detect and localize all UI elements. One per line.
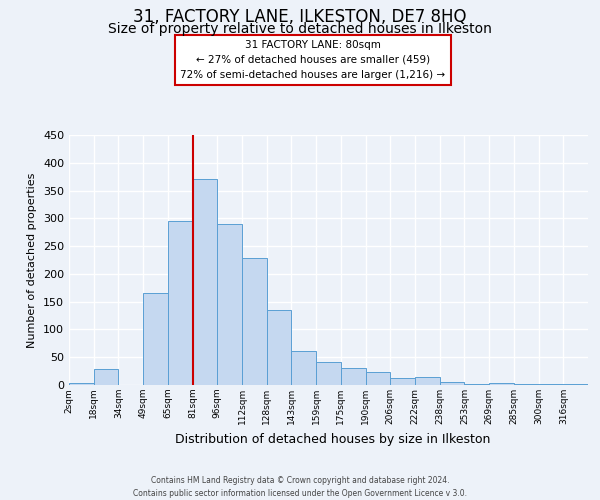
Bar (390, 378, 415, 385)
Bar (242, 258, 267, 385)
Bar (440, 382, 464, 385)
Bar (316, 362, 341, 385)
Text: Size of property relative to detached houses in Ilkeston: Size of property relative to detached ho… (108, 22, 492, 36)
Bar (217, 224, 242, 385)
Text: Distribution of detached houses by size in Ilkeston: Distribution of detached houses by size … (175, 432, 491, 446)
Bar (267, 310, 292, 385)
Bar (489, 384, 514, 385)
Bar (292, 351, 316, 385)
Bar (464, 384, 489, 385)
Bar (563, 384, 588, 385)
Text: Contains HM Land Registry data © Crown copyright and database right 2024.
Contai: Contains HM Land Registry data © Crown c… (133, 476, 467, 498)
Bar (193, 180, 217, 385)
Text: 31 FACTORY LANE: 80sqm
← 27% of detached houses are smaller (459)
72% of semi-de: 31 FACTORY LANE: 80sqm ← 27% of detached… (181, 40, 445, 80)
Bar (514, 384, 539, 385)
Bar (539, 384, 563, 385)
Y-axis label: Number of detached properties: Number of detached properties (28, 172, 37, 348)
Text: 31, FACTORY LANE, ILKESTON, DE7 8HQ: 31, FACTORY LANE, ILKESTON, DE7 8HQ (133, 8, 467, 26)
Bar (69, 384, 94, 385)
Bar (415, 376, 440, 385)
Bar (365, 372, 390, 385)
Bar (143, 294, 168, 385)
Bar (341, 368, 365, 385)
Bar (168, 220, 193, 385)
Bar (94, 369, 118, 385)
